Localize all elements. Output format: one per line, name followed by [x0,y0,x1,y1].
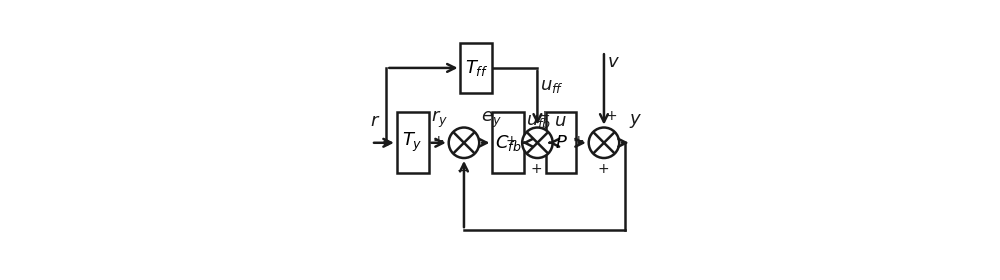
FancyBboxPatch shape [397,112,429,173]
Text: +: + [572,134,584,148]
Text: +: + [605,109,617,123]
Circle shape [589,127,619,158]
Circle shape [384,140,389,145]
Text: $u_{ff}$: $u_{ff}$ [540,77,564,95]
Circle shape [522,127,553,158]
Text: +: + [531,162,542,176]
Text: +: + [539,109,550,123]
Text: +: + [506,134,517,148]
Text: $u_{fb}$: $u_{fb}$ [526,112,551,130]
Text: $e_y$: $e_y$ [481,110,502,130]
Text: $u$: $u$ [554,112,567,130]
FancyBboxPatch shape [546,112,576,173]
Text: $T_y$: $T_y$ [402,131,423,154]
Text: $P$: $P$ [555,134,567,152]
FancyBboxPatch shape [460,43,492,93]
Text: $C_{fb}$: $C_{fb}$ [495,133,522,153]
Text: $-$: $-$ [456,162,469,176]
Circle shape [449,127,479,158]
Text: $v$: $v$ [607,53,620,71]
Text: +: + [597,162,609,176]
Text: $r_y$: $r_y$ [431,109,448,130]
Text: +: + [432,134,444,148]
FancyBboxPatch shape [492,112,524,173]
Text: $r$: $r$ [370,112,380,130]
Text: $T_{ff}$: $T_{ff}$ [465,58,488,78]
Text: $y$: $y$ [629,112,642,130]
